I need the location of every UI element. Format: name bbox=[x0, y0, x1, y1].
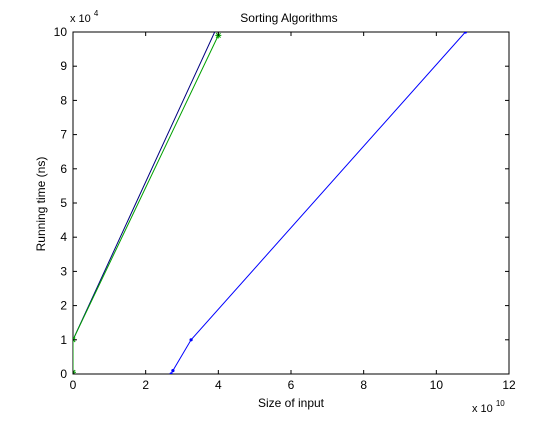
y-tick-label-7: 7 bbox=[60, 128, 67, 142]
series-1-line bbox=[73, 35, 219, 373]
series-layer bbox=[73, 32, 467, 374]
series-2-line bbox=[170, 32, 466, 374]
x-tick-label-5: 10 bbox=[430, 378, 444, 392]
series-2 bbox=[169, 32, 467, 374]
x-exponent-base: x 10 bbox=[472, 403, 493, 415]
series-0-line bbox=[73, 32, 216, 373]
y-exponent-label: x 10 4 bbox=[70, 9, 99, 25]
y-tick-label-8: 8 bbox=[60, 93, 67, 107]
y-axis-ticks: 0 1 2 3 4 5 6 7 8 9 10 bbox=[54, 25, 509, 381]
plot-frame bbox=[72, 31, 510, 375]
y-axis-label: Running time (ns) bbox=[34, 157, 48, 252]
y-tick-label-5: 5 bbox=[60, 196, 67, 210]
x-tick-label-3: 6 bbox=[288, 378, 295, 392]
x-axis-ticks: 0 2 4 6 8 10 12 bbox=[70, 32, 516, 392]
x-tick-label-4: 8 bbox=[360, 378, 367, 392]
chart-title: Sorting Algorithms bbox=[240, 11, 337, 25]
y-tick-label-0: 0 bbox=[60, 367, 67, 381]
series-2-point-0 bbox=[169, 372, 173, 374]
y-exponent-power: 4 bbox=[94, 9, 99, 18]
series-2-point-1 bbox=[171, 368, 175, 373]
y-tick-label-2: 2 bbox=[60, 299, 67, 313]
star-stroke bbox=[73, 339, 76, 343]
x-exponent-label: x 10 10 bbox=[472, 399, 505, 415]
star-stroke bbox=[73, 369, 76, 373]
series-2-point-3 bbox=[463, 32, 467, 34]
y-tick-label-9: 9 bbox=[60, 59, 67, 73]
x-tick-label-0: 0 bbox=[70, 378, 77, 392]
x-exponent-power: 10 bbox=[496, 399, 505, 408]
x-axis-label: Size of input bbox=[258, 396, 325, 410]
x-tick-label-1: 2 bbox=[142, 378, 149, 392]
y-tick-label-6: 6 bbox=[60, 162, 67, 176]
x-tick-label-6: 12 bbox=[502, 378, 516, 392]
series-0 bbox=[73, 32, 216, 373]
y-tick-label-10: 10 bbox=[54, 25, 68, 39]
y-exponent-base: x 10 bbox=[70, 13, 91, 25]
y-tick-label-3: 3 bbox=[60, 264, 67, 278]
y-tick-label-4: 4 bbox=[60, 230, 67, 244]
y-tick-label-1: 1 bbox=[60, 333, 67, 347]
x-tick-label-2: 4 bbox=[215, 378, 222, 392]
series-2-point-2 bbox=[189, 338, 193, 342]
star-stroke bbox=[73, 337, 76, 341]
